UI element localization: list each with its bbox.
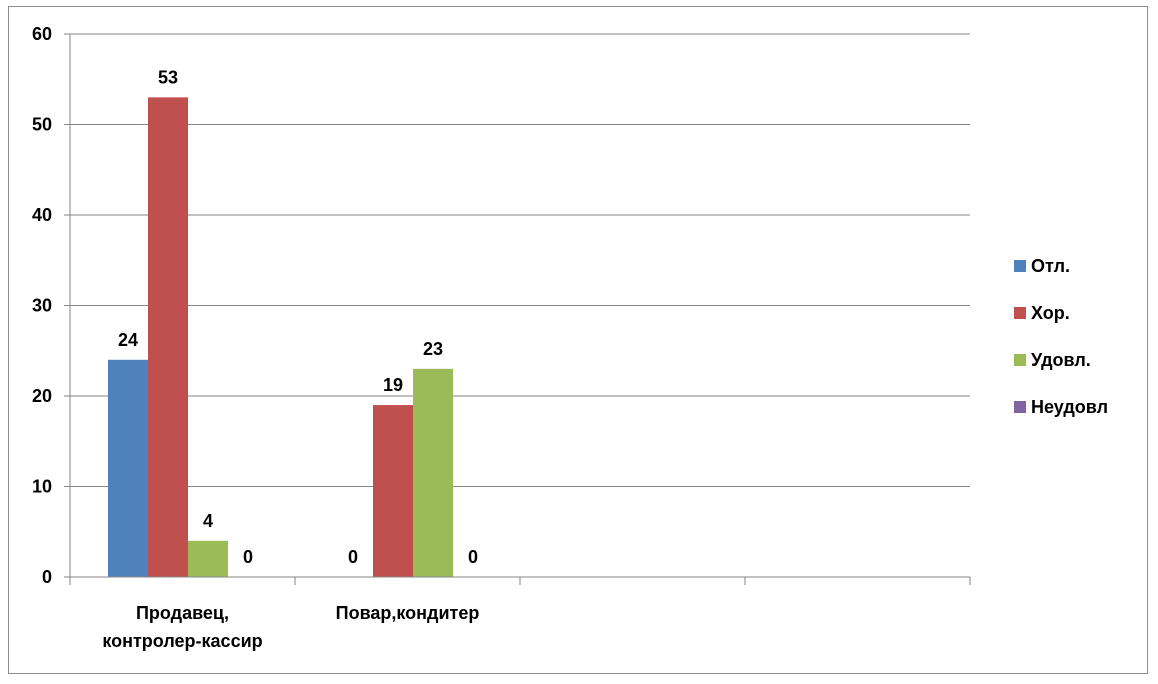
legend-label: Отл. bbox=[1031, 256, 1070, 276]
y-tick-label: 60 bbox=[32, 24, 52, 44]
y-tick-label: 0 bbox=[42, 567, 52, 587]
bars bbox=[108, 97, 453, 577]
category-label: Продавец, bbox=[136, 603, 229, 623]
y-tick-label: 20 bbox=[32, 386, 52, 406]
legend-label: Хор. bbox=[1031, 303, 1070, 323]
data-label: 53 bbox=[158, 67, 178, 87]
axes bbox=[64, 33, 971, 585]
data-label: 19 bbox=[383, 375, 403, 395]
y-tick-label: 10 bbox=[32, 477, 52, 497]
y-tick-label: 40 bbox=[32, 205, 52, 225]
data-label: 23 bbox=[423, 339, 443, 359]
bar bbox=[373, 405, 413, 577]
category-label: Повар,кондитер bbox=[336, 603, 480, 623]
bar bbox=[188, 540, 228, 577]
legend-label: Удовл. bbox=[1031, 350, 1091, 370]
data-label: 24 bbox=[118, 330, 138, 350]
data-label: 0 bbox=[348, 547, 358, 567]
legend: Отл. Хор. Удовл. Неудовл bbox=[1014, 256, 1108, 417]
bar bbox=[108, 359, 148, 577]
gridlines bbox=[70, 33, 970, 487]
bar bbox=[413, 368, 453, 577]
y-tick-label: 30 bbox=[32, 296, 52, 316]
legend-swatch bbox=[1014, 354, 1026, 366]
data-label: 4 bbox=[203, 511, 213, 531]
legend-swatch bbox=[1014, 307, 1026, 319]
data-label: 0 bbox=[468, 547, 478, 567]
legend-swatch bbox=[1014, 260, 1026, 272]
legend-swatch bbox=[1014, 401, 1026, 413]
legend-label: Неудовл bbox=[1031, 397, 1108, 417]
bar bbox=[148, 97, 188, 577]
category-label: контролер-кассир bbox=[102, 631, 262, 651]
labels: 0 10 20 30 40 50 60 24 0 53 19 4 23 0 0 Продавец, контро… bbox=[32, 24, 479, 651]
data-label: 0 bbox=[243, 547, 253, 567]
y-tick-label: 50 bbox=[32, 115, 52, 135]
